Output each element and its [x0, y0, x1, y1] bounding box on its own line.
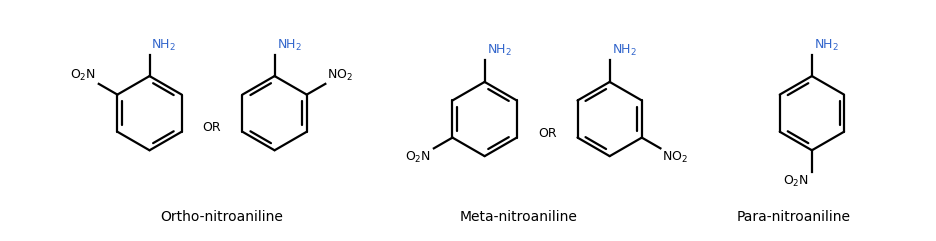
Text: O$_2$N: O$_2$N	[70, 68, 95, 83]
Text: OR: OR	[202, 121, 221, 134]
Text: Meta-nitroaniline: Meta-nitroaniline	[460, 210, 578, 224]
Text: NH$_2$: NH$_2$	[611, 43, 636, 59]
Text: Ortho-nitroaniline: Ortho-nitroaniline	[160, 210, 283, 224]
Text: NH$_2$: NH$_2$	[152, 38, 176, 53]
Text: OR: OR	[537, 127, 556, 140]
Text: Para-nitroaniline: Para-nitroaniline	[736, 210, 850, 224]
Text: NH$_2$: NH$_2$	[486, 43, 511, 59]
Text: NH$_2$: NH$_2$	[276, 38, 301, 53]
Text: NO$_2$: NO$_2$	[327, 68, 353, 83]
Text: NH$_2$: NH$_2$	[813, 38, 838, 53]
Text: NO$_2$: NO$_2$	[662, 150, 688, 165]
Text: O$_2$N: O$_2$N	[404, 150, 431, 165]
Text: O$_2$N: O$_2$N	[782, 174, 808, 189]
